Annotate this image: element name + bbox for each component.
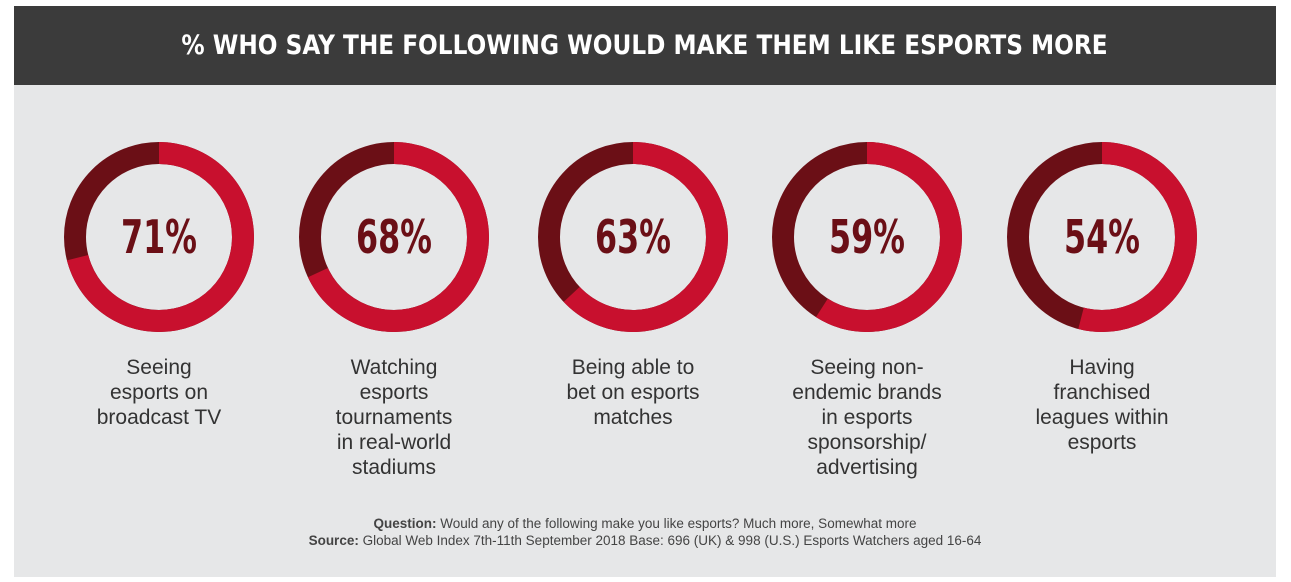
- donut-percent-label: 71%: [121, 210, 197, 264]
- donut-category-label: Having franchised leagues within esports: [1002, 355, 1202, 455]
- donut-chart: 63%: [538, 142, 728, 332]
- donut-category-label-line: esports: [1067, 431, 1137, 454]
- donut-category-label-line: broadcast TV: [96, 406, 222, 429]
- question-label: Question:: [373, 516, 437, 531]
- donut-category-label-line: esports on: [109, 381, 209, 404]
- donut-percent-label: 63%: [595, 210, 671, 264]
- donut-value-arc: [1007, 142, 1197, 332]
- donut-category-label-line: franchised: [1053, 381, 1151, 404]
- donut-category-label-line: Being able to: [571, 356, 695, 379]
- donut-category-label-line: tournaments: [335, 406, 453, 429]
- donut-category-label: Watching esports tournaments in real-world s…: [294, 355, 494, 480]
- source-label: Source:: [308, 533, 359, 548]
- donut-category-label-line: Seeing non-: [810, 356, 924, 379]
- donut-category-label-line: esports: [359, 381, 429, 404]
- donut-category-label-line: matches: [593, 406, 673, 429]
- footnote: Question: Would any of the following mak…: [14, 515, 1276, 549]
- donut-chart: 59%: [772, 142, 962, 332]
- donut-category-label-line: stadiums: [351, 456, 437, 479]
- donut-percent-label: 68%: [356, 210, 432, 264]
- question-text: Would any of the following make you like…: [436, 516, 917, 531]
- chart-header: % WHO SAY THE FOLLOWING WOULD MAKE THEM …: [14, 6, 1276, 85]
- donut-category-label-line: endemic brands: [792, 381, 942, 404]
- chart-panel: 71% Seeing esports on broadcast TV 68% Watchi…: [14, 85, 1276, 577]
- donut-value-arc: [772, 142, 962, 332]
- donut-item: 59% Seeing non-endemic brands in esports sp…: [757, 137, 977, 480]
- footnote-source: Source: Global Web Index 7th-11th Septem…: [14, 532, 1276, 549]
- donut-category-label-line: in esports: [821, 406, 913, 429]
- donut-chart: 68%: [299, 142, 489, 332]
- donut-item: 54% Having franchised leagues within esports: [992, 137, 1212, 455]
- donut-category-label: Being able to bet on esports matches: [533, 355, 733, 430]
- donut-item: 71% Seeing esports on broadcast TV: [49, 137, 269, 430]
- donut-value-arc: [538, 142, 728, 332]
- donut-category-label-line: Having: [1069, 356, 1135, 379]
- source-text: Global Web Index 7th-11th September 2018…: [358, 533, 982, 548]
- donut-category-label-line: advertising: [816, 456, 918, 479]
- donut-chart: 54%: [1007, 142, 1197, 332]
- donut-item: 68% Watching esports tournaments in real-wor…: [284, 137, 504, 480]
- donut-category-label-line: sponsorship/: [807, 431, 927, 454]
- footnote-question: Question: Would any of the following mak…: [14, 515, 1276, 532]
- donut-percent-label: 59%: [829, 210, 905, 264]
- chart-title: % WHO SAY THE FOLLOWING WOULD MAKE THEM …: [181, 30, 1109, 61]
- donut-percent-label: 54%: [1064, 210, 1140, 264]
- donut-value-arc: [64, 142, 254, 332]
- donut-category-label-line: leagues within: [1035, 406, 1169, 429]
- donut-chart: 71%: [64, 142, 254, 332]
- donut-category-label-line: bet on esports: [566, 381, 700, 404]
- donut-item: 63% Being able to bet on esports matches: [523, 137, 743, 430]
- donut-value-arc: [299, 142, 489, 332]
- donut-category-label: Seeing non-endemic brands in esports spons…: [767, 355, 967, 480]
- donut-category-label-line: Seeing: [126, 356, 192, 379]
- donut-category-label-line: Watching: [350, 356, 438, 379]
- donut-category-label-line: in real-world: [336, 431, 452, 454]
- donut-category-label: Seeing esports on broadcast TV: [59, 355, 259, 430]
